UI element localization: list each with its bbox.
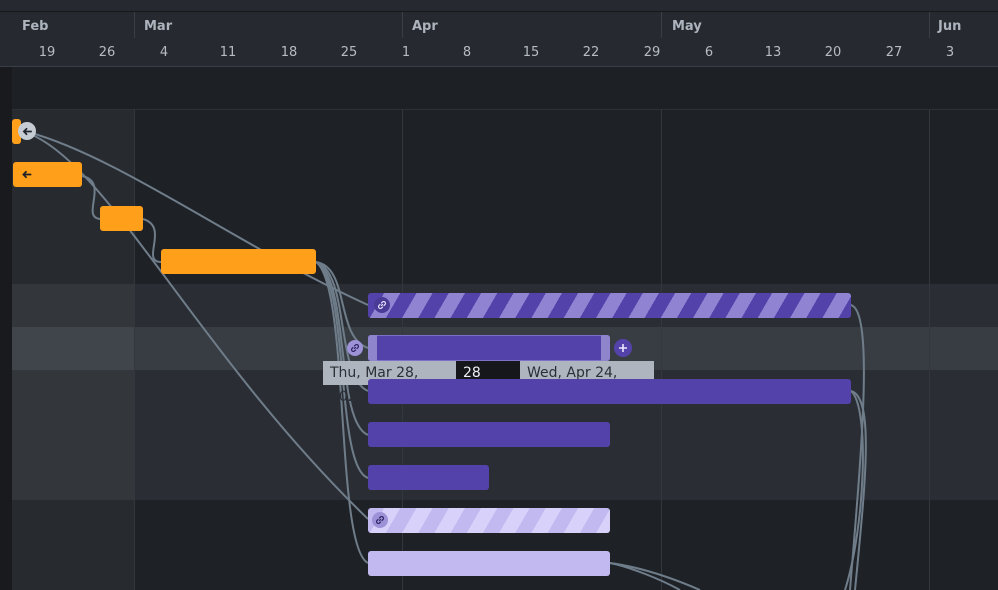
- task-bar-lilac-striped[interactable]: [368, 508, 610, 533]
- header-top-rule: [0, 11, 998, 12]
- day-label: 1: [401, 45, 411, 60]
- task-bar-purple[interactable]: [368, 422, 610, 447]
- task-bar-purple[interactable]: [368, 465, 489, 490]
- month-gridline: [661, 110, 662, 590]
- link-icon[interactable]: [372, 512, 388, 528]
- month-label-jun: Jun: [938, 19, 962, 34]
- empty-header-band: [12, 67, 998, 110]
- resize-handle-right[interactable]: [601, 335, 610, 361]
- month-label-apr: Apr: [412, 19, 438, 34]
- day-label: 13: [764, 45, 782, 60]
- task-bar-orange[interactable]: [12, 119, 21, 144]
- day-label: 15: [522, 45, 540, 60]
- month-gridline: [929, 110, 930, 590]
- day-label: 18: [280, 45, 298, 60]
- day-label: 4: [159, 45, 169, 60]
- month-divider: [929, 12, 930, 38]
- month-label-mar: Mar: [144, 19, 173, 34]
- add-dependency-icon[interactable]: [614, 339, 632, 357]
- day-label: 6: [704, 45, 714, 60]
- month-gridline: [134, 110, 135, 590]
- month-label-may: May: [672, 19, 702, 34]
- day-label: 11: [219, 45, 237, 60]
- resize-handle-left[interactable]: [368, 335, 377, 361]
- task-bar-selected[interactable]: [368, 335, 610, 361]
- arrow-left-icon[interactable]: [18, 122, 36, 140]
- task-bar-orange[interactable]: [13, 162, 82, 187]
- month-divider: [402, 12, 403, 38]
- day-label: 8: [462, 45, 472, 60]
- month-divider: [134, 12, 135, 38]
- day-label: 20: [824, 45, 842, 60]
- task-bar-purple[interactable]: [368, 379, 851, 404]
- day-label: 29: [643, 45, 661, 60]
- task-bar-lilac[interactable]: [368, 551, 610, 576]
- day-label: 25: [340, 45, 358, 60]
- month-divider: [661, 12, 662, 38]
- task-bar-orange[interactable]: [161, 249, 316, 274]
- arrow-left-icon: [22, 170, 32, 179]
- link-icon[interactable]: [374, 297, 390, 313]
- day-label: 26: [98, 45, 116, 60]
- row-band: [12, 110, 998, 284]
- task-bar-orange[interactable]: [100, 206, 143, 231]
- task-bar-purple-striped[interactable]: [368, 293, 851, 318]
- link-icon[interactable]: [347, 340, 363, 356]
- day-label: 22: [582, 45, 600, 60]
- day-label: 3: [945, 45, 955, 60]
- month-label-feb: Feb: [22, 19, 49, 34]
- day-label: 27: [885, 45, 903, 60]
- timeline-header: Feb Mar Apr May Jun 19 26 4 11 18 25 1 8…: [0, 0, 998, 67]
- day-label: 19: [38, 45, 56, 60]
